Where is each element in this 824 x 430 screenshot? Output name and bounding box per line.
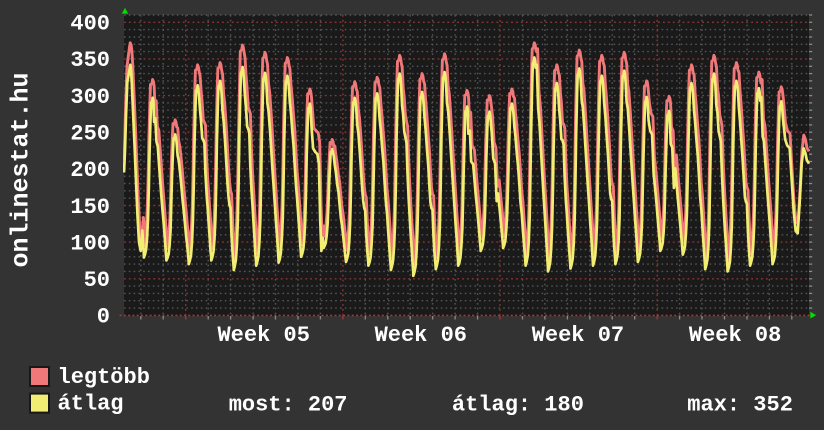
svg-text:150: 150 xyxy=(70,195,110,220)
svg-text:Week 08: Week 08 xyxy=(689,323,781,348)
svg-text:400: 400 xyxy=(70,12,110,37)
svg-text:átlag: átlag xyxy=(58,392,124,417)
svg-text:átlag: 180: átlag: 180 xyxy=(452,392,584,417)
svg-text:max: 352: max: 352 xyxy=(687,392,793,417)
svg-text:300: 300 xyxy=(70,85,110,110)
svg-text:legtöbb: legtöbb xyxy=(58,365,150,390)
svg-text:Week 07: Week 07 xyxy=(532,323,624,348)
svg-text:Week 06: Week 06 xyxy=(375,323,467,348)
svg-text:0: 0 xyxy=(97,305,110,330)
svg-text:250: 250 xyxy=(70,122,110,147)
svg-text:most: 207: most: 207 xyxy=(229,392,348,417)
svg-text:Week 05: Week 05 xyxy=(217,323,309,348)
svg-text:100: 100 xyxy=(70,231,110,256)
svg-text:200: 200 xyxy=(70,158,110,183)
svg-text:350: 350 xyxy=(70,48,110,73)
svg-text:50: 50 xyxy=(84,268,110,293)
svg-text:onlinestat.hu: onlinestat.hu xyxy=(7,72,36,267)
